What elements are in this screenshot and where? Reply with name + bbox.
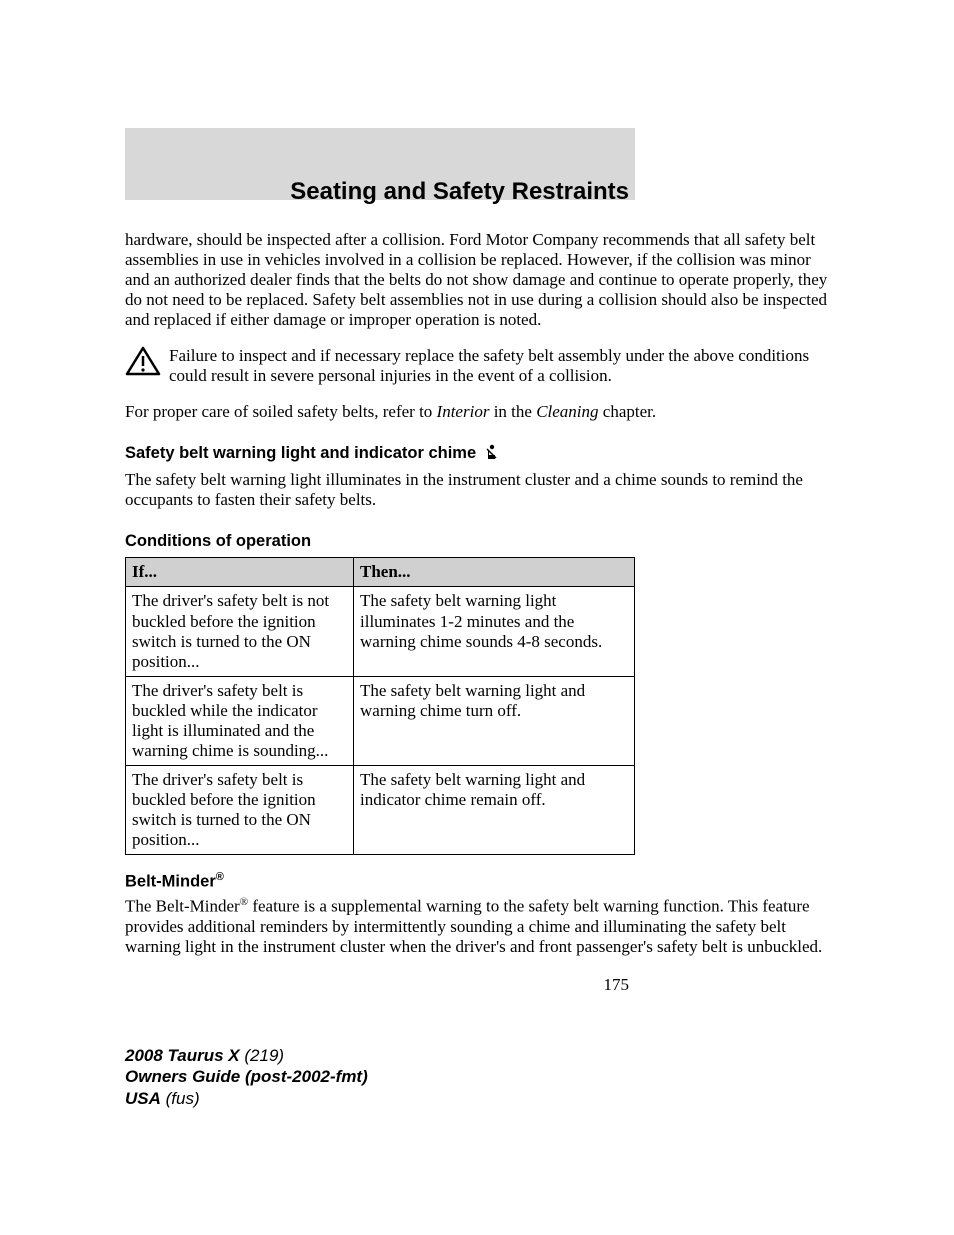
warning-triangle-icon	[125, 346, 161, 376]
then-cell: The safety belt warning light and warnin…	[354, 676, 635, 765]
table-row: The driver's safety belt is not buckled …	[126, 587, 635, 676]
beltminder-body-pre: The Belt-Minder	[125, 897, 240, 916]
seated-person-icon	[485, 444, 499, 465]
warning-light-body: The safety belt warning light illuminate…	[125, 470, 829, 510]
col-if: If...	[126, 558, 354, 587]
intro-paragraph: hardware, should be inspected after a co…	[125, 230, 829, 330]
subhead-warning-light: Safety belt warning light and indicator …	[125, 444, 829, 465]
footer-code: (219)	[240, 1046, 284, 1065]
care-mid: in the	[489, 402, 536, 421]
care-suffix: chapter.	[599, 402, 657, 421]
footer-line-3: USA (fus)	[125, 1088, 368, 1109]
footer-model: 2008 Taurus X	[125, 1046, 240, 1065]
beltminder-body: The Belt-Minder® feature is a supplement…	[125, 896, 829, 957]
footer-line-1: 2008 Taurus X (219)	[125, 1045, 368, 1066]
if-cell: The driver's safety belt is buckled befo…	[126, 765, 354, 854]
page-body: hardware, should be inspected after a co…	[125, 230, 829, 995]
manual-page: Seating and Safety Restraints hardware, …	[0, 0, 954, 1235]
care-paragraph: For proper care of soiled safety belts, …	[125, 402, 829, 422]
section-title: Seating and Safety Restraints	[125, 128, 829, 206]
conditions-table: If... Then... The driver's safety belt i…	[125, 557, 635, 855]
table-row: The driver's safety belt is buckled whil…	[126, 676, 635, 765]
subhead-warning-light-text: Safety belt warning light and indicator …	[125, 444, 476, 462]
registered-mark: ®	[216, 871, 224, 883]
footer-fus: (fus)	[161, 1089, 200, 1108]
footer-region: USA	[125, 1089, 161, 1108]
beltminder-heading: Belt-Minder®	[125, 871, 829, 892]
then-cell: The safety belt warning light illuminate…	[354, 587, 635, 676]
if-cell: The driver's safety belt is buckled whil…	[126, 676, 354, 765]
footer-line-2: Owners Guide (post-2002-fmt)	[125, 1066, 368, 1087]
footer: 2008 Taurus X (219) Owners Guide (post-2…	[125, 1045, 368, 1109]
col-then: Then...	[354, 558, 635, 587]
warning-block: Failure to inspect and if necessary repl…	[125, 346, 829, 386]
beltminder-heading-text: Belt-Minder	[125, 873, 216, 891]
then-cell: The safety belt warning light and indica…	[354, 765, 635, 854]
care-ref-interior: Interior	[437, 402, 490, 421]
table-header-row: If... Then...	[126, 558, 635, 587]
registered-mark: ®	[240, 896, 248, 908]
conditions-heading: Conditions of operation	[125, 532, 829, 551]
if-cell: The driver's safety belt is not buckled …	[126, 587, 354, 676]
care-ref-cleaning: Cleaning	[536, 402, 598, 421]
table-row: The driver's safety belt is buckled befo…	[126, 765, 635, 854]
care-prefix: For proper care of soiled safety belts, …	[125, 402, 437, 421]
warning-text: Failure to inspect and if necessary repl…	[169, 346, 809, 385]
footer-guide: Owners Guide (post-2002-fmt)	[125, 1067, 368, 1086]
page-number: 175	[125, 975, 829, 995]
